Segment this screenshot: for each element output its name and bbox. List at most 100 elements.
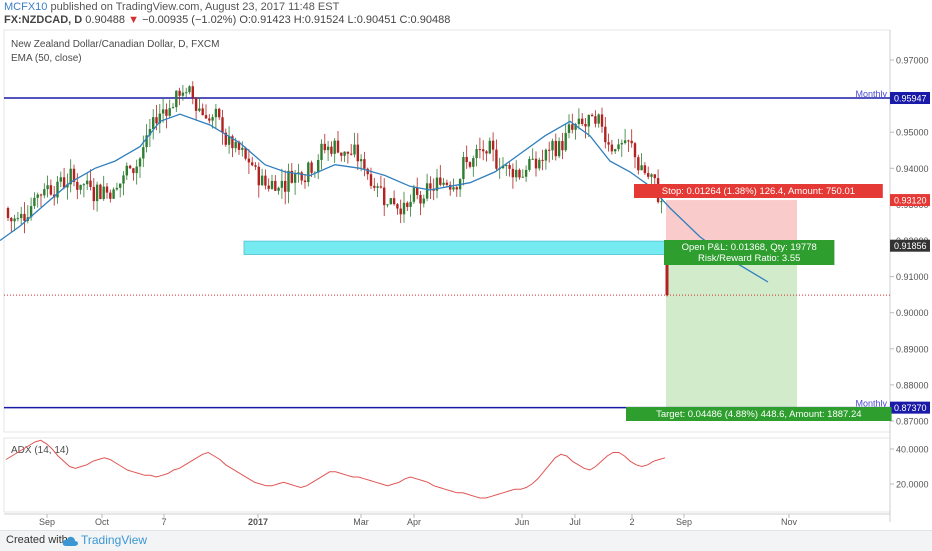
time-tick-label: 7 — [161, 517, 166, 527]
level-price-box — [890, 92, 930, 105]
time-tick-label: Jun — [515, 517, 530, 527]
candle-body — [168, 108, 171, 116]
candle-body — [33, 197, 36, 207]
price-tick-label: 0.89000 — [896, 344, 929, 354]
price-chart[interactable]: 0.970000.960000.950000.940000.930000.920… — [0, 0, 932, 530]
level-price-box — [890, 401, 930, 414]
candle-body — [600, 114, 604, 127]
axis-price-box — [890, 194, 930, 207]
candle-body — [72, 168, 76, 182]
stop-label: Stop: 0.01264 (1.38%) 126.4, Amount: 750… — [634, 184, 883, 198]
adx-legend: ADX (14, 14) — [11, 445, 69, 456]
candle-body — [376, 186, 379, 188]
candle-body — [158, 113, 161, 124]
candle-body — [416, 187, 419, 195]
candle-body — [56, 181, 59, 198]
candle-body — [241, 147, 244, 150]
candle-body — [161, 109, 165, 114]
candle-body — [105, 186, 109, 193]
candle-body — [604, 126, 607, 143]
target-zone — [666, 245, 797, 408]
candle-body — [597, 114, 600, 124]
publish-line: MCFX10 published on TradingView.com, Aug… — [4, 1, 339, 13]
author[interactable]: MCFX10 — [4, 1, 48, 13]
ohlc-values: O:0.91423 H:0.91524 L:0.90451 C:0.90488 — [239, 14, 451, 26]
candle-body — [557, 141, 561, 157]
candle-body — [538, 159, 541, 169]
candle-body — [567, 124, 571, 133]
candle-body — [653, 174, 656, 179]
time-tick-label: Nov — [781, 517, 798, 527]
candle-body — [472, 158, 475, 167]
candle-body — [640, 165, 643, 171]
level-price-label: 0.87370 — [894, 403, 927, 413]
candle-body — [307, 162, 310, 183]
axis-price-label: 0.93120 — [894, 196, 927, 206]
level-price-label: 0.95947 — [894, 94, 927, 104]
candle-body — [452, 187, 455, 190]
candle-body — [524, 169, 528, 177]
candle-body — [462, 156, 465, 180]
time-tick-label: Jul — [569, 517, 581, 527]
candle-body — [119, 183, 122, 188]
candle-body — [29, 206, 33, 218]
candle-body — [221, 117, 224, 133]
adx-line — [5, 439, 666, 499]
candle-body — [181, 92, 185, 96]
candle-body — [419, 194, 422, 204]
candle-body — [23, 213, 26, 221]
candle-body — [409, 201, 412, 207]
candle-body — [257, 166, 260, 186]
candle-body — [617, 144, 620, 150]
candle-body — [310, 162, 313, 173]
candle-body — [224, 132, 227, 145]
candle-body — [475, 149, 478, 159]
created-with-label: Created with — [6, 534, 68, 546]
candle-body — [102, 186, 105, 200]
footer-bar: Created with TradingView — [0, 530, 932, 551]
candle-body — [495, 149, 498, 169]
candle-body — [148, 128, 152, 136]
candle-body — [198, 108, 201, 111]
candle-body — [383, 187, 386, 206]
symbol: FX:NZDCAD, D — [4, 14, 83, 26]
candle-body — [293, 173, 297, 183]
candle-body — [581, 118, 584, 124]
candle-body — [392, 198, 396, 205]
monthly-level-label: Monthly — [855, 399, 887, 409]
candle-body — [214, 108, 218, 118]
candle-body — [280, 180, 284, 188]
candle-body — [191, 86, 194, 98]
tradingview-logo[interactable]: TradingView — [62, 533, 147, 547]
candle-body — [185, 92, 188, 94]
candle-body — [251, 162, 254, 166]
candle-body — [297, 172, 300, 174]
candle-body — [317, 160, 320, 173]
candles — [6, 81, 663, 234]
published-text: published on TradingView.com, August 23,… — [50, 1, 340, 13]
candle-body — [247, 158, 251, 163]
candle-body — [66, 184, 69, 188]
candle-body — [425, 183, 429, 199]
open-pnl-label-bg — [664, 240, 835, 265]
candle-body — [76, 181, 79, 190]
candle-body — [531, 158, 534, 160]
candle-body — [386, 204, 389, 206]
candle-body — [521, 176, 524, 178]
candle-body — [92, 186, 95, 202]
candle-body — [650, 174, 653, 177]
candle-body — [270, 180, 274, 189]
candle-body — [647, 173, 650, 177]
price-tick-label: 0.90000 — [896, 308, 929, 318]
candle-body — [82, 184, 86, 186]
candle-body — [336, 140, 340, 153]
candle-body — [445, 182, 449, 185]
candle-body — [633, 143, 637, 158]
candle-body — [237, 141, 241, 150]
candle-body — [142, 147, 145, 159]
candle-body — [155, 117, 158, 124]
candle-body — [135, 166, 138, 174]
candle-body — [284, 180, 287, 192]
candle-body — [16, 218, 20, 220]
candle-body — [287, 170, 290, 192]
